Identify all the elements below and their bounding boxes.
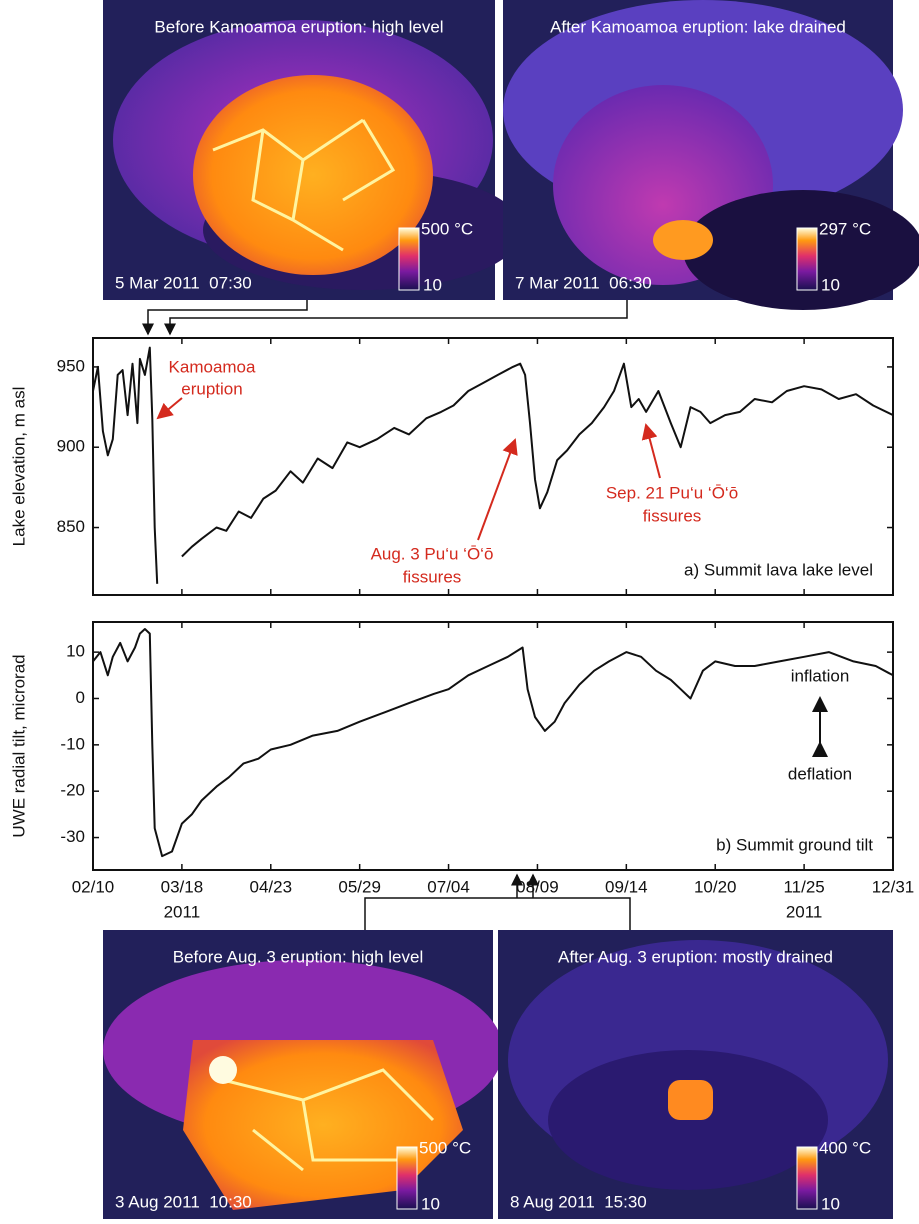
image-timestamp: 5 Mar 2011 07:30 <box>115 273 252 292</box>
image-caption: After Kamoamoa eruption: lake drained <box>550 17 846 36</box>
x-tick-label: 08/09 <box>516 877 559 896</box>
y-tick-label: 950 <box>57 356 85 375</box>
annotation-arrow <box>641 423 661 479</box>
crack <box>222 1068 435 1172</box>
annotation-arrow <box>477 438 518 541</box>
image-caption: Before Aug. 3 eruption: high level <box>173 947 423 966</box>
x-tick-label: 03/18 <box>161 877 204 896</box>
plot-frame <box>92 337 894 596</box>
y-tick-label: 10 <box>66 642 85 661</box>
hot-spot <box>209 1056 237 1084</box>
image-caption: Before Kamoamoa eruption: high level <box>154 17 443 36</box>
scale-min-label: 10 <box>421 1194 440 1213</box>
connector-arrow <box>142 300 308 336</box>
x-tick-label: 07/04 <box>427 877 470 896</box>
panel-label: a) Summit lava lake level <box>684 560 873 579</box>
year-label: 2011 <box>786 902 823 921</box>
annotation: fissures <box>403 567 462 586</box>
scale-max-label: 500 °C <box>419 1138 471 1157</box>
scale-min-label: 10 <box>821 275 840 294</box>
annotation: fissures <box>643 506 702 525</box>
x-tick-label: 11/25 <box>783 877 824 896</box>
x-tick-label: 12/31 <box>872 877 915 896</box>
y-tick-label: 850 <box>57 517 85 536</box>
deflation-label: deflation <box>788 764 852 783</box>
crack <box>212 118 396 252</box>
color-bar <box>398 227 420 291</box>
thermal-image: After Kamoamoa eruption: lake drained 7 M… <box>503 0 919 310</box>
x-tick-label: 09/14 <box>605 877 648 896</box>
scale-min-label: 10 <box>821 1194 840 1213</box>
connector-arrow <box>164 300 628 336</box>
y-tick-label: -30 <box>60 827 85 846</box>
x-tick-label: 04/23 <box>250 877 293 896</box>
image-caption: After Aug. 3 eruption: mostly drained <box>558 947 833 966</box>
data-line <box>92 346 894 584</box>
y-tick-label: -20 <box>60 781 85 800</box>
lava-pond <box>668 1080 713 1120</box>
thermal-image: Before Aug. 3 eruption: high level 3 Aug … <box>103 930 503 1219</box>
annotation: Kamoamoa <box>169 357 256 376</box>
y-tick-label: -10 <box>60 734 85 753</box>
data-line <box>92 628 894 858</box>
annotation-arrow <box>156 397 183 420</box>
connectors <box>142 300 631 930</box>
color-bar <box>796 227 818 291</box>
annotation: Sep. 21 Pu‘u ‘Ō‘ō <box>606 483 738 502</box>
panel-label: b) Summit ground tilt <box>716 835 873 854</box>
scale-max-label: 500 °C <box>421 219 473 238</box>
scale-max-label: 297 °C <box>819 219 871 238</box>
image-timestamp: 8 Aug 2011 15:30 <box>510 1192 647 1211</box>
lava-lake <box>183 1040 463 1210</box>
scale-min-label: 10 <box>423 275 442 294</box>
color-bar <box>396 1146 418 1210</box>
y-tick-label: 0 <box>76 688 85 707</box>
annotation: eruption <box>181 379 242 398</box>
year-label: 2011 <box>164 902 201 921</box>
plot-frame <box>92 621 894 871</box>
image-timestamp: 3 Aug 2011 10:30 <box>115 1192 252 1211</box>
y-tick-label: 900 <box>57 437 85 456</box>
x-tick-label: 02/10 <box>72 877 115 896</box>
thermal-image: After Aug. 3 eruption: mostly drained 8 A… <box>498 930 893 1219</box>
x-tick-label: 10/20 <box>694 877 737 896</box>
lava-lake <box>193 75 433 275</box>
y-axis-title: UWE radial tilt, microrad <box>9 654 28 837</box>
hot-spot <box>653 220 713 260</box>
x-tick-label: 05/29 <box>338 877 381 896</box>
thermal-image: Before Kamoamoa eruption: high level 5 Ma… <box>103 0 523 300</box>
scale-max-label: 400 °C <box>819 1138 871 1157</box>
color-bar <box>796 1146 818 1210</box>
inflation-label: inflation <box>791 666 850 685</box>
connector-line <box>364 897 631 930</box>
image-timestamp: 7 Mar 2011 06:30 <box>515 273 652 292</box>
annotation: Aug. 3 Pu‘u ‘Ō‘ō <box>371 544 494 563</box>
y-axis-title: Lake elevation, m asl <box>9 387 28 547</box>
